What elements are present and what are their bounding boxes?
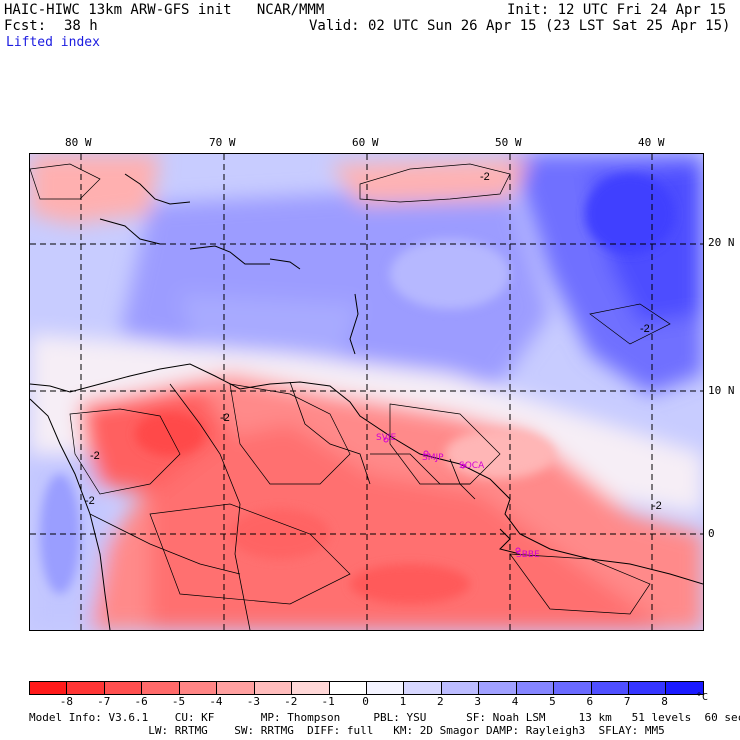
lat-label-20n: 20 N [708, 236, 735, 249]
colorbar-label: 7 [623, 695, 631, 708]
lat-label-0: 0 [708, 527, 715, 540]
colorbar-label: -1 [321, 695, 335, 708]
colorbar-label: 3 [474, 695, 481, 708]
colorbar-cell [366, 682, 405, 694]
model-title: HAIC-HIWC 13km ARW-GFS init NCAR/MMM [4, 2, 325, 18]
colorbar-cell [179, 682, 218, 694]
field-name: Lifted index [6, 35, 100, 50]
colorbar-label: 6 [586, 695, 594, 708]
colorbar-label: -8 [59, 695, 73, 708]
valid-time: Valid: 02 UTC Sun 26 Apr 15 (23 LST Sat … [309, 18, 731, 34]
lon-label-70w: 70 W [209, 136, 236, 149]
colorbar-label: 4 [511, 695, 519, 708]
colorbar-label: 8 [661, 695, 668, 708]
colorbar-cell [479, 682, 517, 694]
graticule [30, 154, 703, 630]
contour-label: -2 [220, 412, 230, 424]
lat-label-10n: 10 N [708, 384, 735, 397]
station-smjp: SMJP [422, 453, 444, 463]
colorbar-label: -6 [134, 695, 148, 708]
lon-label-40w: 40 W [638, 136, 665, 149]
contour-label: -2 [90, 450, 100, 462]
colorbar-cell [142, 682, 180, 694]
init-time: Init: 12 UTC Fri 24 Apr 15 [507, 2, 727, 18]
colorbar [29, 681, 704, 695]
station-sbbe: SBBE [516, 550, 540, 560]
contour-label: -2 [640, 323, 650, 335]
station-markers [383, 437, 521, 553]
forecast-label: Fcst: [4, 18, 47, 34]
lon-label-60w: 60 W [352, 136, 379, 149]
lon-label-50w: 50 W [495, 136, 522, 149]
colorbar-cell [67, 682, 105, 694]
contour-label: -2 [480, 171, 490, 183]
lon-label-80w: 80 W [65, 136, 92, 149]
colorbar-label: 2 [436, 695, 444, 708]
station-svie: SVIE [376, 433, 397, 443]
colorbar-cell [104, 682, 143, 694]
lifted-index-map: -2 -2 -2 -2 -2 -2 SVIE SMJP SOCA SBBE [29, 153, 704, 631]
colorbar-cell [629, 682, 667, 694]
colorbar-cell [591, 682, 629, 694]
colorbar-cell [292, 682, 330, 694]
colorbar-label: -3 [246, 695, 260, 708]
contour-lines [30, 163, 671, 615]
model-info-line1: Model Info: V3.6.1 CU: KF MP: Thompson P… [29, 711, 740, 724]
colorbar-cell [217, 682, 255, 694]
country-borders [89, 381, 476, 630]
colorbar-cell [516, 682, 555, 694]
colorbar-label: -7 [97, 695, 111, 708]
colorbar-cell [554, 682, 592, 694]
model-info-line2: LW: RRTMG SW: RRTMG DIFF: full KM: 2D Sm… [29, 724, 665, 737]
colorbar-cell [404, 682, 442, 694]
colorbar-label: 0 [362, 695, 369, 708]
colorbar-label: 1 [399, 695, 407, 708]
forecast-hour: 38 h [64, 18, 98, 34]
colorbar-label: -2 [284, 695, 298, 708]
station-soca: SOCA [459, 461, 485, 471]
colorbar-cell [254, 682, 293, 694]
contour-label: -2 [652, 500, 662, 512]
colorbar-cell [329, 682, 367, 694]
colorbar-label: 5 [549, 695, 556, 708]
colorbar-label: -4 [209, 695, 223, 708]
colorbar-label: -5 [171, 695, 186, 708]
colorbar-unit: °C [696, 692, 709, 703]
colorbar-cell [30, 682, 68, 694]
map-canvas: -2 -2 -2 -2 -2 -2 [30, 154, 703, 630]
colorbar-cell [441, 682, 480, 694]
colorbar-cell [666, 682, 703, 694]
contour-label: -2 [85, 495, 95, 507]
